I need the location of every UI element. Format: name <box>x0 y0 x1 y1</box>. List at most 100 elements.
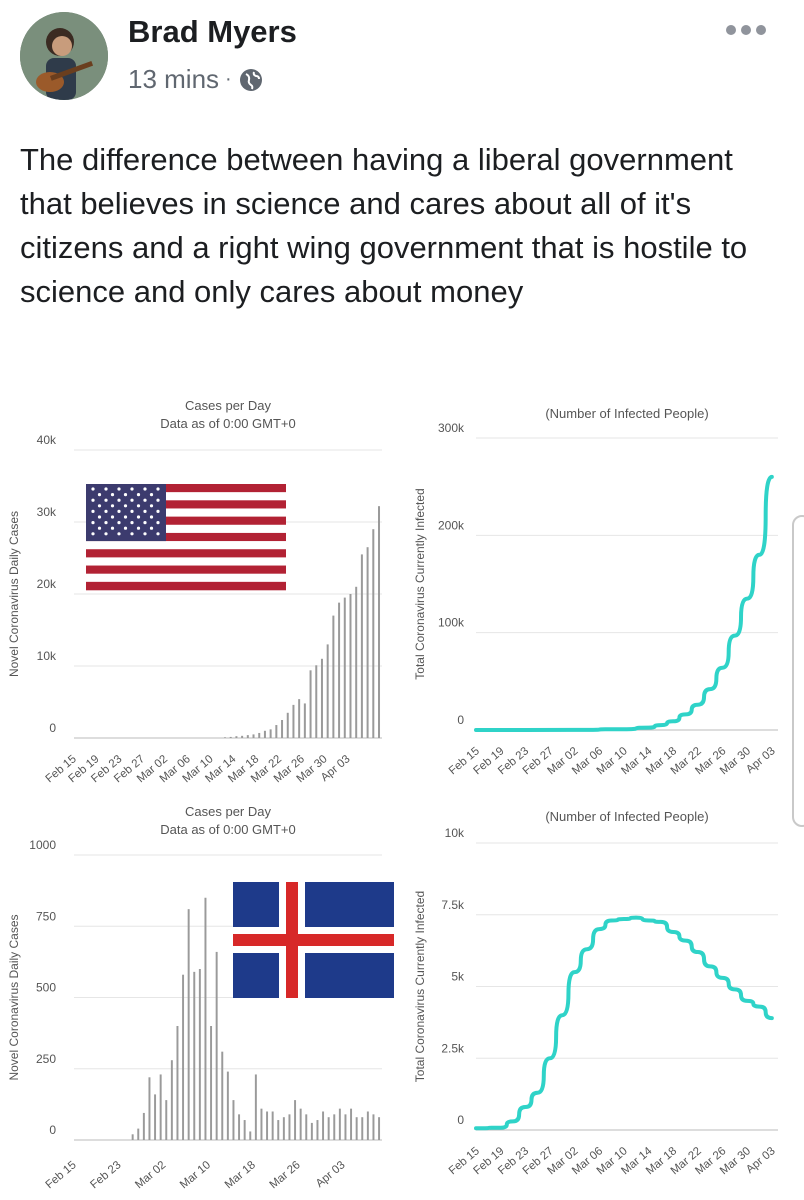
bar <box>215 951 218 1140</box>
bar <box>263 730 266 738</box>
bar <box>187 909 190 1140</box>
bar <box>221 1051 224 1140</box>
y-tick-label: 0 <box>49 1123 56 1137</box>
flag-star <box>149 515 154 519</box>
flag-star <box>136 504 141 508</box>
flag-star <box>130 498 134 502</box>
flag-star <box>156 498 160 502</box>
flag-star <box>136 493 141 497</box>
flag-canton <box>86 484 166 542</box>
bar <box>361 1117 364 1140</box>
y-tick-label: 40k <box>37 433 57 447</box>
x-tick-label: Mar 10 <box>178 1159 213 1191</box>
bar <box>372 1114 375 1140</box>
post-meta: 13 mins · <box>128 64 264 95</box>
y-axis-label: Total Coronavirus Currently Infected <box>413 891 427 1082</box>
bar <box>355 586 358 738</box>
more-dot <box>726 25 736 35</box>
bar <box>198 969 201 1140</box>
bar <box>327 1117 330 1140</box>
flag-star <box>136 526 141 530</box>
bar <box>378 1117 381 1140</box>
flag-star <box>97 493 102 497</box>
bar <box>165 1100 168 1140</box>
post-time[interactable]: 13 mins <box>128 64 220 94</box>
flag-star <box>91 487 95 491</box>
flag-star <box>149 504 154 508</box>
bar <box>229 736 232 738</box>
chart-title: (Number of Infected People) <box>545 406 708 421</box>
bar <box>159 1074 162 1140</box>
bar <box>294 1100 297 1140</box>
flag-stripe <box>86 549 286 558</box>
y-tick-label: 5k <box>451 970 465 984</box>
flag-star <box>123 493 128 497</box>
y-tick-label: 0 <box>49 721 56 735</box>
y-tick-label: 2.5k <box>441 1041 465 1055</box>
bar <box>235 736 238 738</box>
bar <box>154 1094 157 1140</box>
y-tick-label: 10k <box>37 649 57 663</box>
flag-stripe <box>86 524 286 534</box>
flag-stripe <box>86 565 286 574</box>
flag-stripe <box>86 492 286 501</box>
flag-star <box>104 509 108 513</box>
bar <box>210 1026 213 1140</box>
bar <box>320 658 323 738</box>
flag-star <box>156 532 160 536</box>
bar <box>322 1111 325 1140</box>
bar <box>131 1134 134 1140</box>
avatar[interactable] <box>20 12 108 100</box>
flag-star <box>143 532 147 536</box>
bar <box>193 971 196 1140</box>
flag-star <box>143 498 147 502</box>
y-tick-label: 7.5k <box>441 898 465 912</box>
bar <box>232 1100 235 1140</box>
flag-star <box>123 515 128 519</box>
flag-stripe <box>86 573 286 583</box>
bar <box>182 974 185 1140</box>
flag-star <box>136 515 141 519</box>
flag-star <box>117 487 121 491</box>
post-text: The difference between having a liberal … <box>20 142 748 309</box>
y-tick-label: 300k <box>438 421 465 435</box>
chart-title: Cases per Day <box>185 804 271 819</box>
bar <box>298 699 301 738</box>
bar <box>343 597 346 738</box>
scrollbar[interactable] <box>792 515 804 827</box>
flag-stripe <box>86 581 286 591</box>
flag-star <box>117 521 121 525</box>
y-tick-label: 0 <box>457 1113 464 1127</box>
x-tick-label: Mar 26 <box>268 1159 303 1191</box>
flag-star <box>117 498 121 502</box>
charts-image[interactable]: Cases per Day Data as of 0:00 GMT+0 Novel … <box>0 388 804 1200</box>
y-tick-label: 10k <box>445 826 465 840</box>
y-tick-label: 20k <box>37 577 57 591</box>
bar <box>355 1117 358 1140</box>
y-tick-label: 200k <box>438 518 465 532</box>
bar <box>333 1114 336 1140</box>
bar <box>299 1108 302 1140</box>
flag-star <box>104 521 108 525</box>
flag-star <box>104 498 108 502</box>
author-name[interactable]: Brad Myers <box>128 14 297 49</box>
series-line <box>474 915 774 1131</box>
flag-star <box>156 509 160 513</box>
flag-star <box>110 504 115 508</box>
bar <box>350 1108 353 1140</box>
flag-stripe <box>86 484 286 493</box>
bar <box>326 644 329 738</box>
flag-star <box>110 515 115 519</box>
bar <box>148 1077 151 1140</box>
flag-stripe <box>86 557 286 566</box>
flag-star <box>123 504 128 508</box>
flag-star <box>143 509 147 513</box>
flag-star <box>91 509 95 513</box>
flag-star <box>156 521 160 525</box>
flag-star <box>91 532 95 536</box>
bar <box>204 897 207 1140</box>
more-horizontal-icon[interactable] <box>726 22 766 38</box>
y-tick-label: 30k <box>37 505 57 519</box>
chart-subtitle: Data as of 0:00 GMT+0 <box>160 822 295 837</box>
flag-star <box>104 532 108 536</box>
